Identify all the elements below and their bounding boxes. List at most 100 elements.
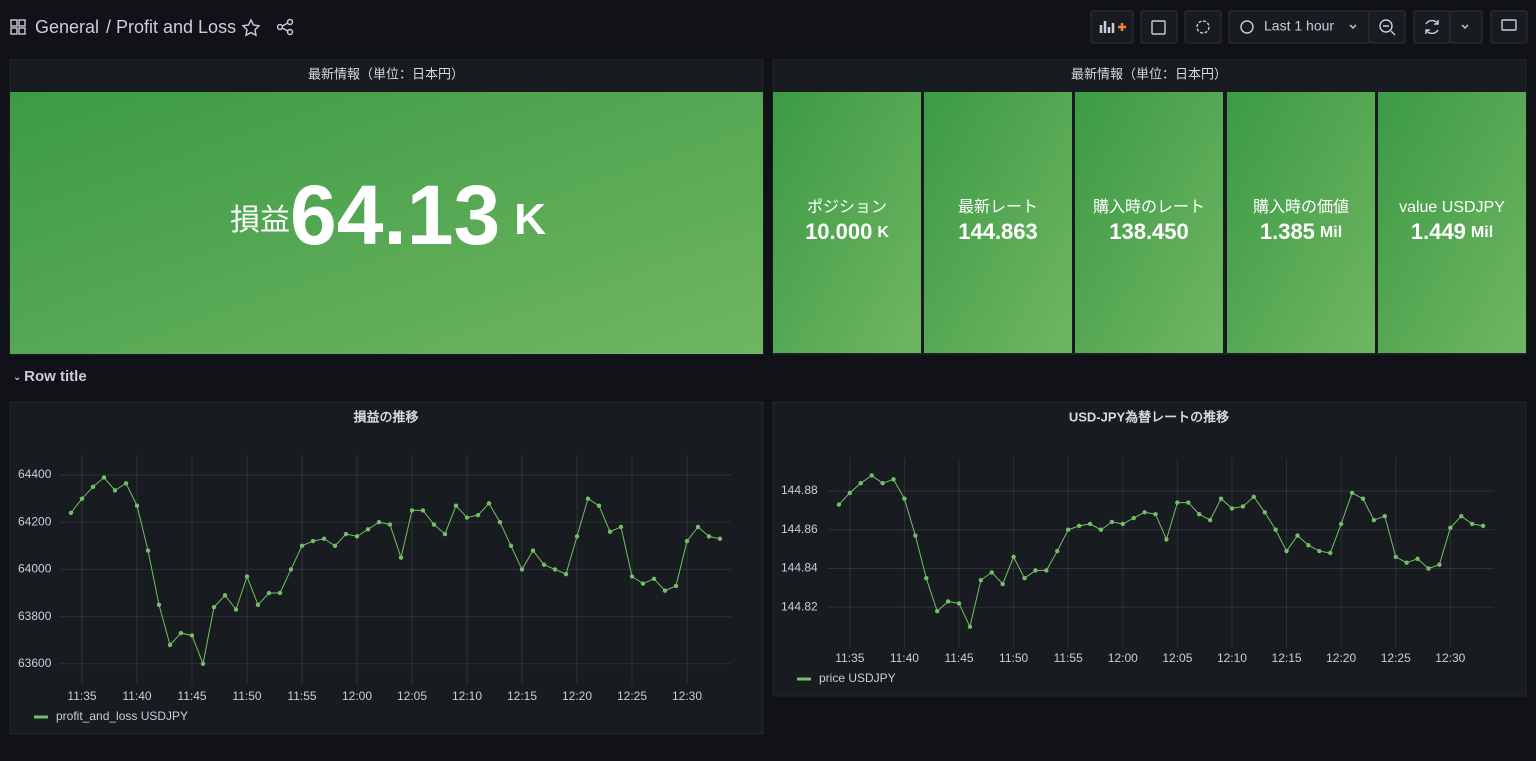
point [563, 571, 569, 577]
stat-unit: K [877, 224, 889, 241]
x-tick-label: 11:55 [287, 689, 316, 703]
share[interactable] [276, 18, 294, 36]
point [607, 529, 613, 534]
point [255, 602, 261, 607]
x-tick-label: 11:50 [999, 651, 1028, 665]
x-tick-label: 11:40 [890, 651, 919, 665]
stat-unit: Mil [1471, 224, 1493, 241]
point [200, 661, 206, 666]
point [321, 536, 327, 541]
tv-icon [1501, 19, 1517, 31]
star[interactable] [241, 18, 261, 37]
point [299, 543, 305, 549]
y-tick-label: 63600 [18, 656, 52, 670]
point [453, 503, 459, 508]
settings-icon [1196, 20, 1210, 34]
point [1076, 523, 1082, 529]
point [552, 567, 558, 572]
point [277, 590, 283, 596]
point [167, 642, 173, 648]
point [684, 538, 690, 544]
point [1186, 500, 1191, 505]
refresh[interactable] [1413, 10, 1451, 44]
stat-value: 10.000 [805, 219, 872, 244]
point [596, 503, 602, 508]
point [1131, 515, 1136, 521]
folder[interactable]: General [35, 17, 99, 37]
stat-value: 138.450 [1109, 219, 1189, 244]
point [464, 515, 470, 520]
point [1065, 527, 1071, 532]
point [112, 488, 118, 493]
point [1317, 548, 1322, 554]
point [497, 520, 503, 525]
stat-box [924, 92, 1072, 353]
point [475, 512, 481, 518]
stat-box [1075, 92, 1223, 353]
point [409, 508, 415, 513]
point [387, 522, 393, 527]
point [211, 604, 217, 610]
grid-icon[interactable] [10, 19, 26, 35]
settings[interactable] [1184, 10, 1222, 44]
point [508, 543, 514, 549]
point [266, 590, 272, 596]
legend-swatch [797, 677, 811, 681]
point [1033, 568, 1038, 573]
point [673, 583, 679, 589]
stat: 10.000 K [805, 219, 889, 244]
x-tick-label: 11:35 [67, 689, 96, 703]
point [1022, 576, 1027, 581]
y-tick-label: 64200 [18, 514, 52, 528]
point [1393, 554, 1398, 560]
x-tick-label: 12:10 [1217, 651, 1247, 665]
stat-unit: Mil [1320, 224, 1342, 241]
point [706, 534, 712, 539]
point [1142, 510, 1147, 515]
point [1120, 521, 1125, 527]
x-tick-label: 12:05 [1162, 651, 1192, 665]
save[interactable] [1140, 10, 1178, 44]
point [1175, 500, 1180, 505]
point [1011, 554, 1016, 560]
tv-mode[interactable] [1490, 10, 1528, 44]
x-tick-label: 11:45 [177, 689, 206, 703]
dashboard-title[interactable]: / Profit and Loss [106, 17, 236, 37]
point [398, 555, 404, 560]
legend-label: profit_and_loss USDJPY [56, 709, 188, 723]
point [934, 608, 940, 614]
row-title[interactable]: ⌄ Row title [13, 368, 87, 385]
stat-value: 1.385 [1260, 219, 1315, 244]
stat-value: 1.449 [1411, 219, 1466, 244]
y-tick-label: 144.86 [781, 522, 818, 536]
x-tick-label: 12:00 [342, 689, 372, 703]
stat-box [10, 92, 763, 354]
point [880, 481, 885, 486]
point [101, 475, 107, 480]
point [1295, 533, 1300, 538]
point [1098, 527, 1104, 532]
zoom-out[interactable] [1368, 10, 1406, 44]
point [519, 567, 525, 572]
point [68, 510, 74, 515]
point [1415, 556, 1420, 562]
point [1251, 494, 1257, 499]
point [376, 520, 382, 525]
zoom-icon [1379, 19, 1396, 36]
point [145, 548, 151, 553]
stat: 1.385 Mil [1260, 219, 1342, 244]
panel-title: USD-JPY為替レートの推移 [1069, 409, 1229, 424]
point [1448, 525, 1453, 530]
row-title-text: Row title [24, 368, 87, 385]
point [1284, 548, 1289, 554]
point [717, 536, 723, 541]
panel [772, 401, 1527, 697]
y-tick-label: 64400 [18, 467, 52, 481]
point [662, 588, 668, 593]
point [1469, 521, 1475, 527]
point [1153, 512, 1158, 517]
stat: 138.450 [1109, 219, 1189, 244]
point [486, 501, 492, 506]
point [244, 574, 250, 579]
